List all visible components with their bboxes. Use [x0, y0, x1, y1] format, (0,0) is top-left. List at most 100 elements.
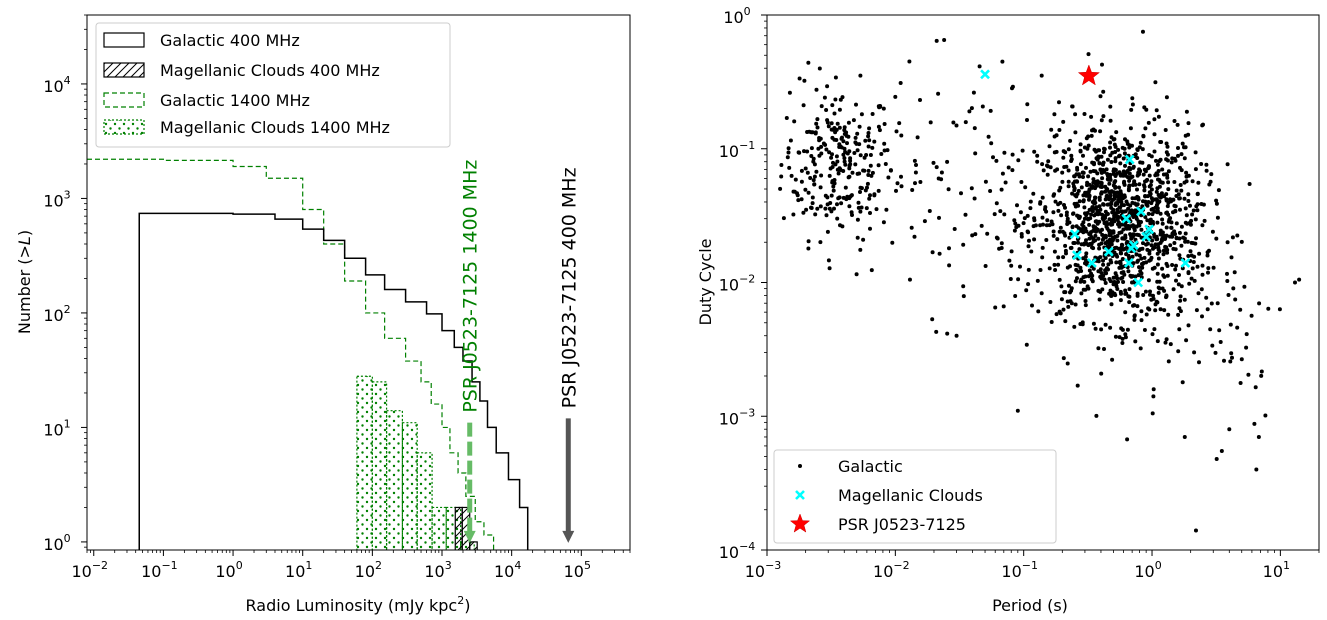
galactic-point	[789, 173, 794, 178]
galactic-point	[1093, 186, 1098, 191]
galactic-point	[1112, 280, 1117, 284]
galactic-point	[1086, 174, 1091, 179]
galactic-point	[1099, 327, 1104, 332]
galactic-point	[1098, 289, 1103, 294]
galactic-point	[1141, 172, 1146, 177]
galactic-point	[1089, 133, 1094, 138]
galactic-point	[934, 165, 939, 170]
galactic-point	[847, 174, 852, 179]
galactic-point	[1173, 247, 1178, 252]
galactic-point	[989, 141, 994, 146]
galactic-point	[1179, 243, 1184, 248]
galactic-point	[1117, 205, 1122, 210]
galactic-point	[1101, 168, 1106, 172]
galactic-point	[847, 204, 852, 209]
galactic-point	[1108, 153, 1113, 158]
galactic-point	[1081, 287, 1086, 292]
galactic-point	[795, 191, 799, 196]
galactic-point	[788, 138, 793, 143]
galactic-point	[1225, 162, 1230, 167]
galactic-point	[840, 224, 845, 229]
magellanic-point	[1103, 246, 1114, 257]
galactic-point	[1186, 121, 1191, 126]
galactic-point	[1200, 123, 1205, 128]
galactic-point	[1015, 408, 1020, 413]
galactic-point	[1056, 255, 1061, 260]
galactic-point	[1114, 130, 1119, 135]
galactic-point	[837, 107, 842, 112]
galactic-point	[1139, 271, 1144, 276]
galactic-point	[1102, 277, 1107, 282]
galactic-point	[1025, 102, 1030, 107]
galactic-point	[1174, 221, 1179, 226]
galactic-point	[835, 121, 840, 126]
galactic-point	[869, 173, 874, 178]
galactic-point	[796, 198, 801, 203]
galactic-point	[894, 188, 898, 193]
left-legend-box	[95, 22, 451, 148]
galactic-point	[831, 188, 836, 193]
galactic-point	[1193, 167, 1198, 172]
galactic-point	[1097, 246, 1102, 251]
galactic-point	[805, 149, 810, 154]
galactic-point	[835, 202, 839, 207]
galactic-point	[1052, 192, 1057, 197]
galactic-point	[1277, 307, 1282, 312]
galactic-point	[1109, 302, 1114, 307]
galactic-point	[1093, 169, 1098, 174]
bar-magellanic-400	[461, 506, 471, 550]
galactic-point	[1164, 95, 1169, 100]
galactic-point	[1076, 269, 1081, 274]
galactic-point	[1162, 308, 1167, 313]
galactic-point	[1155, 206, 1160, 211]
galactic-point	[781, 216, 786, 221]
galactic-point	[1117, 260, 1122, 265]
galactic-point	[1106, 240, 1111, 245]
galactic-point	[1052, 150, 1057, 155]
galactic-point	[1093, 200, 1098, 205]
bar-magellanic-1400	[401, 422, 418, 550]
galactic-point	[1153, 302, 1158, 307]
galactic-point	[1051, 210, 1056, 215]
galactic-point	[1177, 196, 1182, 201]
galactic-point	[1292, 280, 1297, 285]
galactic-point	[1113, 271, 1118, 276]
galactic-point	[858, 247, 863, 252]
galactic-point	[818, 185, 823, 190]
galactic-point	[855, 131, 860, 136]
galactic-point	[831, 160, 835, 165]
galactic-point	[1113, 150, 1118, 154]
galactic-point	[1097, 204, 1102, 209]
galactic-point	[1085, 180, 1090, 185]
galactic-point	[1085, 216, 1090, 221]
galactic-point	[1093, 128, 1097, 133]
galactic-point	[1194, 308, 1199, 313]
galactic-point	[1039, 73, 1044, 78]
galactic-point	[1090, 273, 1095, 278]
galactic-point	[847, 166, 852, 171]
galactic-point	[868, 153, 873, 157]
galactic-point	[1108, 104, 1113, 109]
galactic-point	[961, 242, 966, 247]
galactic-point	[1049, 219, 1054, 224]
galactic-point	[1087, 197, 1091, 202]
galactic-point	[1121, 227, 1126, 232]
galactic-point	[947, 263, 952, 268]
galactic-point	[797, 150, 802, 155]
galactic-point	[1139, 220, 1143, 224]
galactic-point	[1103, 281, 1108, 285]
magellanic-point	[1069, 229, 1080, 240]
annotation-arrow-head	[562, 530, 575, 543]
galactic-point	[1184, 170, 1189, 175]
galactic-point	[876, 104, 881, 109]
galactic-point	[1087, 268, 1092, 273]
galactic-point	[876, 188, 881, 193]
galactic-point	[829, 155, 834, 160]
galactic-point	[1178, 165, 1182, 170]
x-tick-label: 10−2	[71, 559, 108, 581]
galactic-point	[1105, 157, 1110, 162]
galactic-point	[1256, 434, 1261, 439]
galactic-point	[809, 206, 814, 210]
magellanic-point	[1180, 258, 1191, 268]
